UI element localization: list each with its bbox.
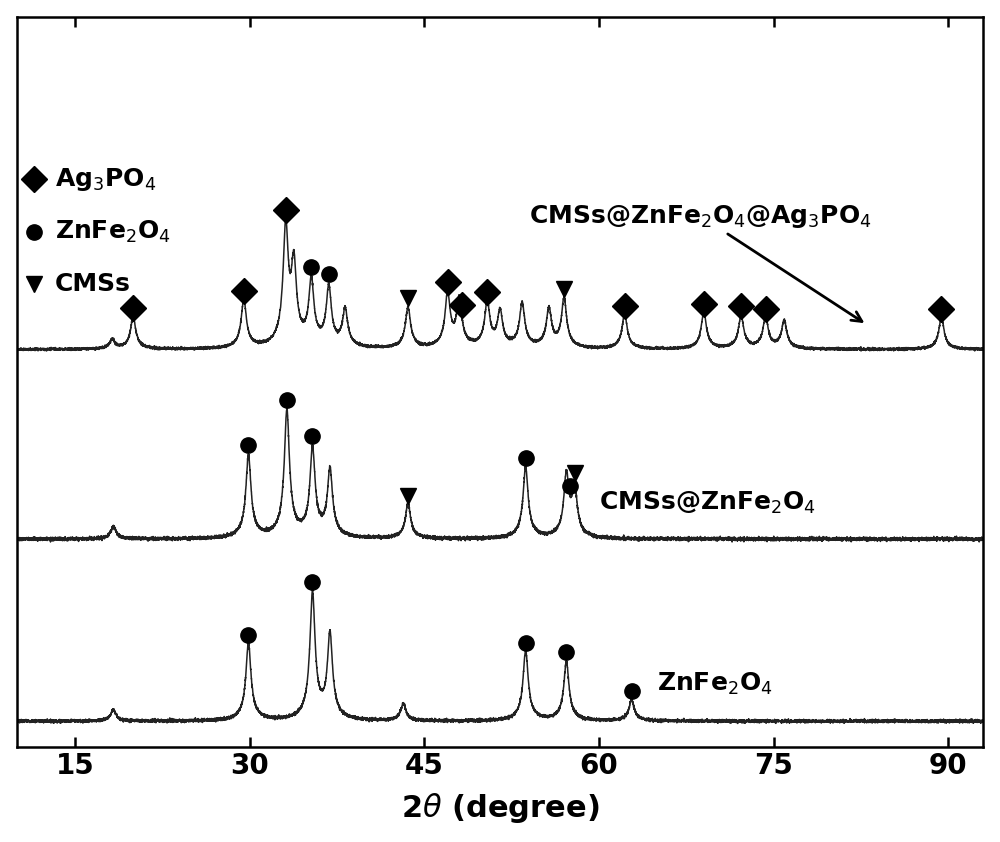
Text: CMSs@ZnFe$_2$O$_4$@Ag$_3$PO$_4$: CMSs@ZnFe$_2$O$_4$@Ag$_3$PO$_4$ [529, 203, 872, 322]
Text: Ag$_3$PO$_4$: Ag$_3$PO$_4$ [55, 166, 156, 193]
Text: CMSs: CMSs [55, 272, 131, 296]
Text: ZnFe$_2$O$_4$: ZnFe$_2$O$_4$ [657, 671, 773, 697]
X-axis label: 2$\theta$ (degree): 2$\theta$ (degree) [401, 791, 599, 825]
Text: ZnFe$_2$O$_4$: ZnFe$_2$O$_4$ [55, 218, 171, 245]
Text: CMSs@ZnFe$_2$O$_4$: CMSs@ZnFe$_2$O$_4$ [599, 489, 816, 516]
